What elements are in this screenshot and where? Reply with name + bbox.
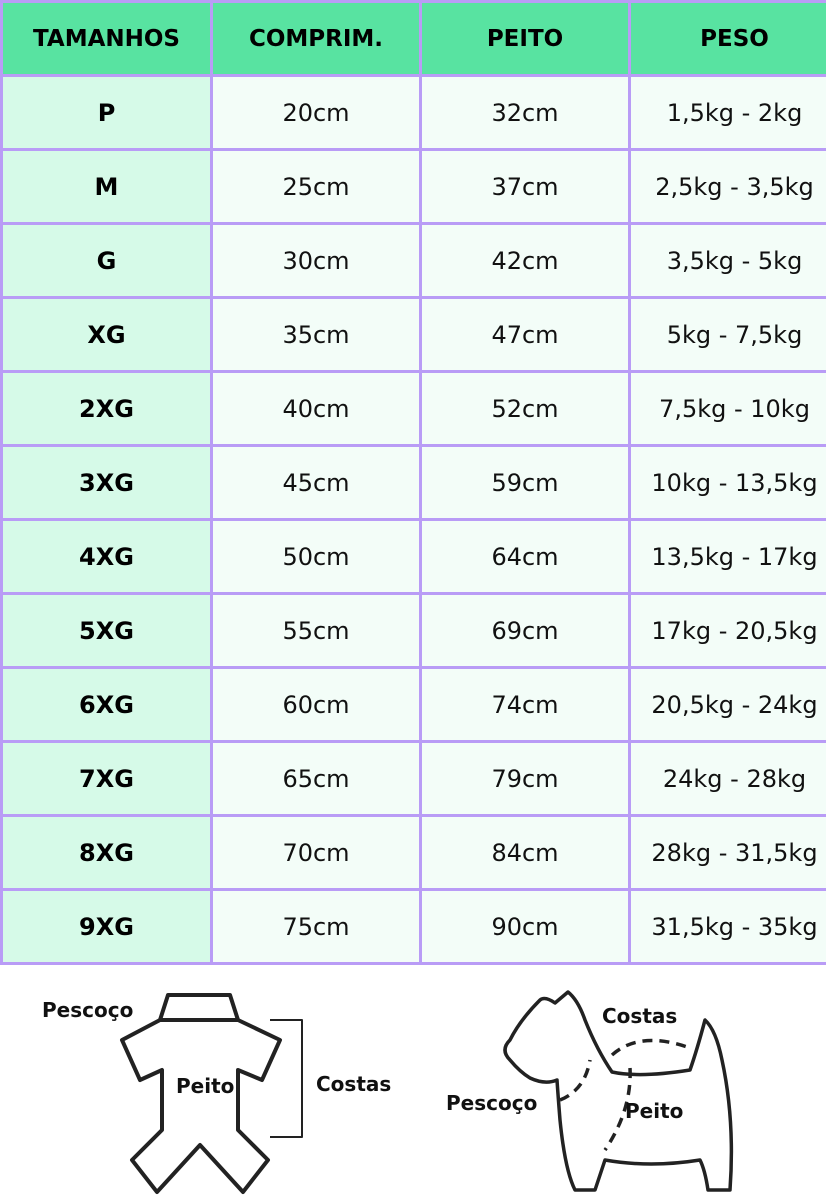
size-table: TAMANHOS COMPRIM. PEITO PESO P 20cm 32cm 1,5kg … [0,0,826,965]
garment-collar [158,993,240,1022]
cell-size: 5XG [3,595,210,666]
cell-weight: 17kg - 20,5kg [631,595,826,666]
cell-length: 45cm [213,447,419,518]
cell-weight: 3,5kg - 5kg [631,225,826,296]
cell-length: 75cm [213,891,419,962]
cell-size: 6XG [3,669,210,740]
cell-size: XG [3,299,210,370]
cell-size: 8XG [3,817,210,888]
cell-chest: 69cm [422,595,628,666]
dog-neck-label: Pescoço [446,1091,537,1115]
cell-chest: 79cm [422,743,628,814]
cell-size: 7XG [3,743,210,814]
garment-back-label: Costas [316,1072,391,1096]
cell-chest: 90cm [422,891,628,962]
cell-size: 9XG [3,891,210,962]
cell-chest: 32cm [422,77,628,148]
header-length: COMPRIM. [213,3,419,74]
cell-length: 25cm [213,151,419,222]
dog-neck-dashed [559,1059,592,1102]
cell-weight: 5kg - 7,5kg [631,299,826,370]
dog-chest-label: Peito [625,1099,683,1123]
cell-chest: 59cm [422,447,628,518]
cell-weight: 2,5kg - 3,5kg [631,151,826,222]
dog-back-dashed [610,1038,691,1057]
cell-weight: 31,5kg - 35kg [631,891,826,962]
dog-back-label: Costas [602,1004,677,1028]
cell-weight: 20,5kg - 24kg [631,669,826,740]
cell-chest: 74cm [422,669,628,740]
cell-length: 70cm [213,817,419,888]
garment-chest-label: Peito [176,1074,234,1098]
cell-weight: 10kg - 13,5kg [631,447,826,518]
header-weight: PESO [631,3,826,74]
cell-size: 2XG [3,373,210,444]
cell-length: 50cm [213,521,419,592]
cell-weight: 28kg - 31,5kg [631,817,826,888]
cell-chest: 42cm [422,225,628,296]
cell-weight: 1,5kg - 2kg [631,77,826,148]
cell-chest: 64cm [422,521,628,592]
cell-length: 60cm [213,669,419,740]
garment-body [120,1018,282,1194]
dog-illustration [503,990,734,1192]
cell-length: 30cm [213,225,419,296]
cell-weight: 13,5kg - 17kg [631,521,826,592]
cell-length: 65cm [213,743,419,814]
cell-chest: 47cm [422,299,628,370]
dog-outline [503,990,734,1192]
cell-size: P [3,77,210,148]
garment-neck-label: Pescoço [42,998,133,1022]
back-measure-line [270,1019,303,1138]
header-chest: PEITO [422,3,628,74]
cell-weight: 24kg - 28kg [631,743,826,814]
header-size: TAMANHOS [3,3,210,74]
cell-chest: 84cm [422,817,628,888]
measurement-diagrams: Pescoço Peito Costas Costas Pescoço Peit… [42,990,734,1194]
cell-chest: 52cm [422,373,628,444]
cell-size: 3XG [3,447,210,518]
cell-size: M [3,151,210,222]
cell-length: 40cm [213,373,419,444]
cell-length: 20cm [213,77,419,148]
cell-weight: 7,5kg - 10kg [631,373,826,444]
cell-length: 35cm [213,299,419,370]
cell-chest: 37cm [422,151,628,222]
cell-size: G [3,225,210,296]
cell-length: 55cm [213,595,419,666]
cell-size: 4XG [3,521,210,592]
dog-chest-dashed [603,1067,632,1151]
garment-illustration [120,993,303,1194]
